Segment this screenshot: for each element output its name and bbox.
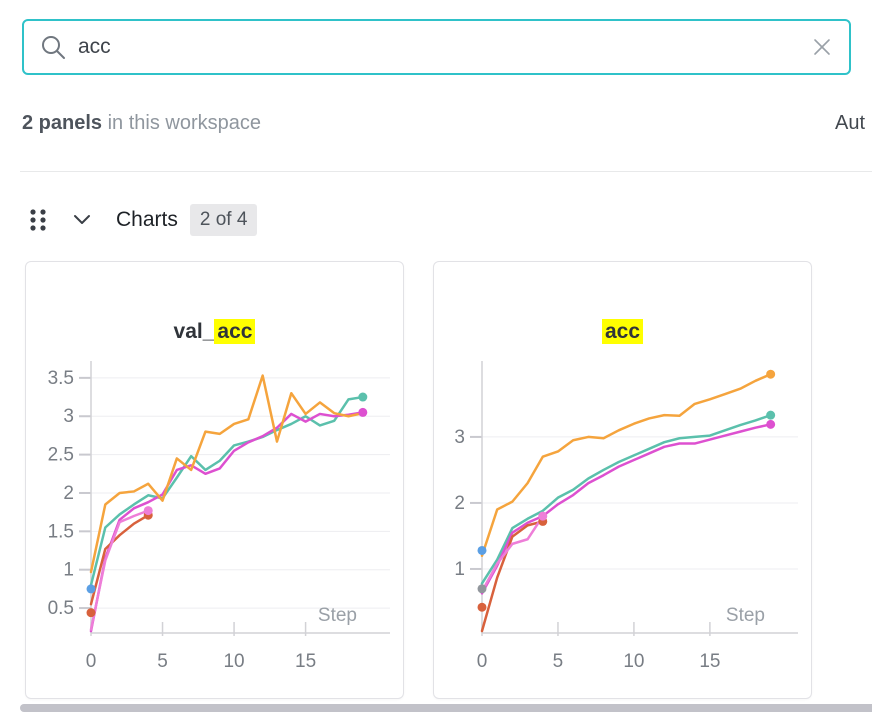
magenta-run-end-dot — [358, 407, 368, 417]
y-tick-label: 2 — [454, 493, 465, 514]
blue-run-point — [477, 545, 487, 555]
x-tick-label: 10 — [623, 651, 644, 672]
chart-plot[interactable]: 1 2 3 0 5 10 15 Step — [434, 357, 813, 697]
title-highlighted-text: acc — [601, 319, 644, 344]
close-icon — [814, 39, 830, 55]
pink-run-line — [89, 509, 150, 631]
magenta-run-line — [480, 423, 772, 595]
magenta-run-line — [89, 411, 365, 633]
y-tick-label: 0.5 — [48, 598, 74, 619]
section-divider — [20, 171, 872, 172]
panels-count-suffix: in this workspace — [102, 112, 262, 134]
x-axis-label: Step — [726, 605, 765, 626]
charts-section-header: Charts 2 of 4 — [28, 202, 258, 238]
pink-run-end-dot — [538, 511, 548, 521]
y-tick-label: 1 — [454, 559, 465, 580]
pink-run-end-dot — [143, 506, 153, 516]
orange-run-line — [89, 374, 365, 574]
section-title: Charts — [116, 208, 178, 231]
y-tick-label: 3 — [454, 427, 465, 448]
y-tick-label: 1.5 — [48, 521, 74, 542]
red-run-point — [86, 608, 96, 618]
search-icon — [42, 36, 65, 59]
collapse-chevron-down-icon[interactable] — [72, 213, 92, 227]
chart-panel-val-acc[interactable]: val_ acc 0.5 1 1.5 2 2.5 3 3.5 0 5 10 15 Step — [25, 261, 404, 699]
horizontal-scrollbar[interactable] — [20, 704, 872, 712]
y-tick-label: 3.5 — [48, 368, 74, 389]
y-tick-label: 1 — [63, 560, 74, 581]
title-text: val_ — [173, 320, 215, 343]
section-count-badge: 2 of 4 — [189, 204, 258, 236]
teal-run-line — [89, 395, 365, 587]
red-run-point — [477, 602, 487, 612]
drag-handle-icon[interactable] — [28, 208, 48, 232]
x-tick-label: 0 — [86, 651, 97, 672]
chart-plot[interactable]: 0.5 1 1.5 2 2.5 3 3.5 0 5 10 15 Step — [26, 357, 405, 697]
chart-panel-acc[interactable]: acc 1 2 3 0 5 10 15 Step — [433, 261, 812, 699]
x-tick-label: 15 — [295, 651, 316, 672]
magenta-run-end-dot — [766, 419, 776, 429]
teal-run-line — [480, 413, 772, 585]
red-run-line — [89, 513, 150, 606]
pink-run-line — [480, 514, 545, 593]
orange-run-line — [480, 372, 772, 558]
teal-run-end-dot — [766, 410, 776, 420]
panels-count: 2 panels — [22, 112, 103, 134]
gray-run-point — [477, 584, 487, 594]
x-tick-label: 5 — [553, 651, 564, 672]
clear-search-button[interactable] — [811, 36, 833, 58]
red-run-line — [480, 520, 545, 633]
y-tick-label: 2 — [63, 483, 74, 504]
panel-search-input[interactable] — [78, 35, 811, 59]
x-axis-label: Step — [318, 605, 357, 626]
panel-search-bar — [22, 19, 851, 75]
chart-title: acc — [434, 319, 811, 344]
search-results-summary: 2 panels in this workspace Aut — [22, 112, 872, 140]
teal-run-end-dot — [358, 392, 368, 402]
x-tick-label: 5 — [157, 651, 168, 672]
auto-option-label[interactable]: Aut — [835, 112, 866, 134]
blue-run-point — [86, 584, 96, 594]
orange-run-end-dot — [766, 369, 776, 379]
y-tick-label: 2.5 — [48, 445, 74, 466]
y-tick-label: 3 — [63, 406, 74, 427]
x-tick-label: 0 — [477, 651, 488, 672]
x-tick-label: 15 — [699, 651, 720, 672]
x-tick-label: 10 — [223, 651, 244, 672]
chart-title: val_ acc — [26, 319, 403, 344]
title-highlighted-text: acc — [214, 319, 256, 344]
